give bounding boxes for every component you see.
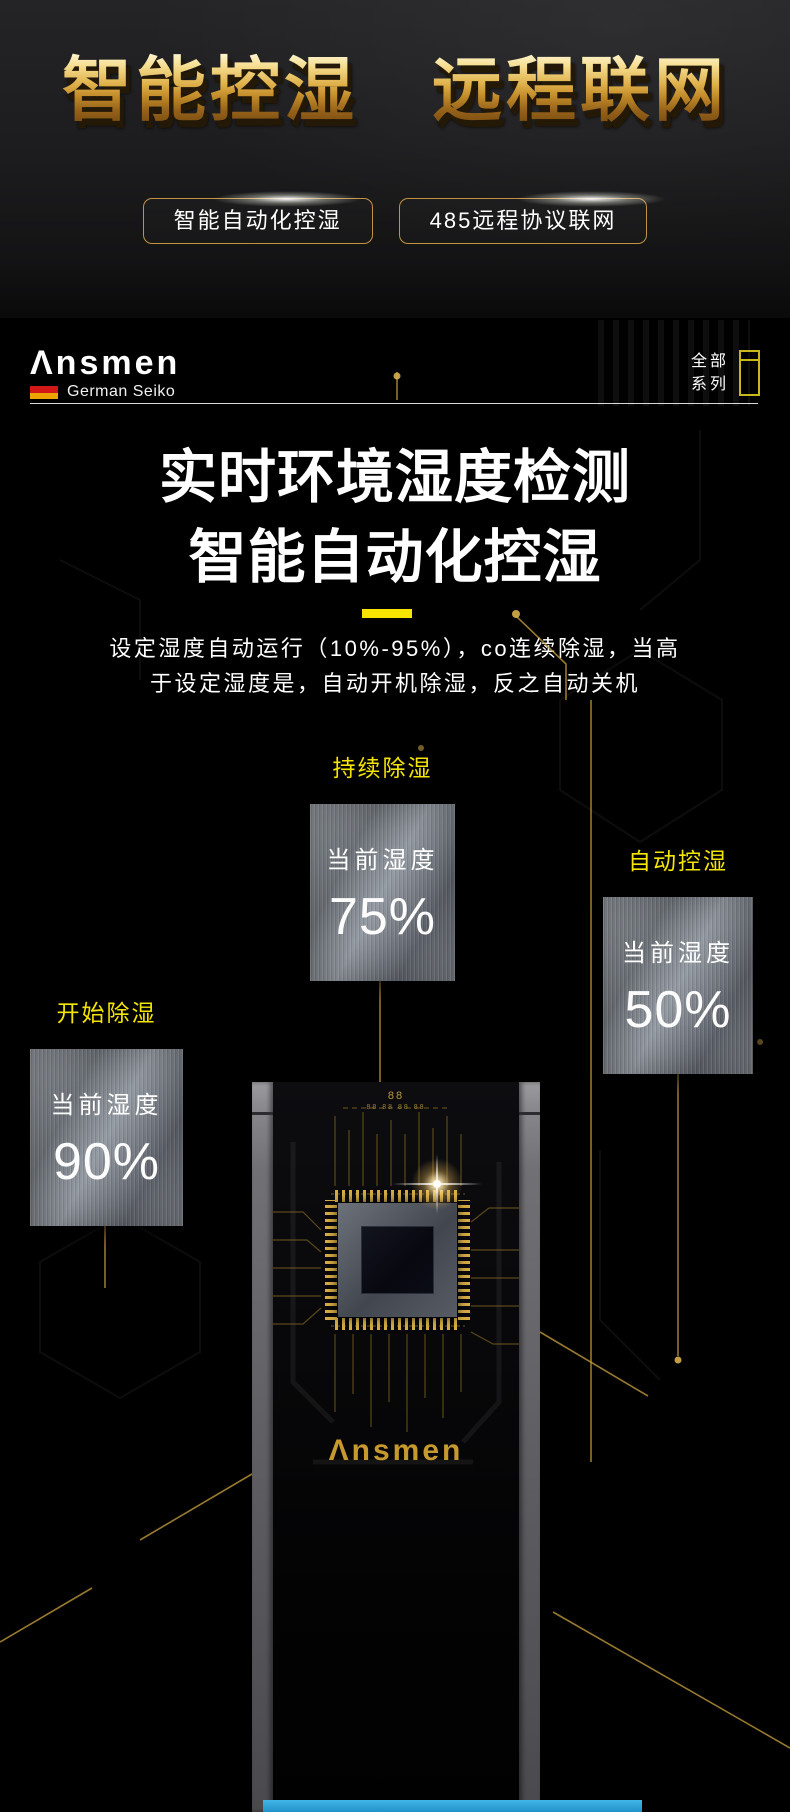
dehumidifier-cabinet-icon [739,350,760,396]
chip-pins [325,1200,337,1320]
cabinet-seam [741,359,758,361]
chip-die [361,1226,434,1294]
description-line-1: 设定湿度自动运行（10%-95%），co连续除湿，当高 [109,636,681,661]
chip-pins [458,1200,470,1320]
humidity-card-auto: 自动控湿 当前湿度 50% [603,842,753,1074]
series-label-bottom: 系列 [690,376,729,393]
humidity-value: 50% [624,981,732,1039]
series-label-top: 全部 [690,353,729,370]
badge-label: 智能自动化控湿 [173,208,342,233]
next-section-edge [263,1800,642,1812]
dehumidifier-device: 88 88 88 88 88 Λnsmen [252,1082,540,1812]
heading-line-1: 实时环境湿度检测 [158,445,631,510]
segment-display-digits: 88 [387,1090,405,1102]
sparkle-core [433,1180,441,1188]
flag-gold-stripe [30,392,58,399]
background-stripe-texture [598,320,750,406]
device-brand-logo: Λnsmen [328,1434,464,1467]
chip-pins [335,1318,460,1330]
metal-plate: 当前湿度 75% [310,804,455,981]
device-right-rail [519,1082,540,1812]
segment-display-icons: 88 88 88 88 [366,1104,426,1111]
brand-tagline: German Seiko [67,383,176,400]
brand-logo: Λnsmen [30,344,181,382]
circuit-node-dots [393,372,763,1364]
device-front-panel: 88 88 88 88 88 Λnsmen [273,1082,519,1812]
current-humidity-label: 当前湿度 [50,1092,163,1119]
device-left-rail [252,1082,273,1812]
humidity-value: 90% [52,1133,161,1191]
yellow-underline [362,609,412,618]
section-description: 设定湿度自动运行（10%-95%），co连续除湿，当高 于设定湿度是，自动开机除… [0,631,790,701]
card-label: 自动控湿 [628,848,728,874]
humidity-value: 75% [328,888,437,946]
german-flag-icon [30,385,58,399]
processor-chip [325,1154,482,1330]
humidity-card-continuous: 持续除湿 当前湿度 75% [310,749,455,981]
all-series-link[interactable]: 全部 系列 [691,350,760,396]
hero-title-shadow: 智能控湿 远程联网 [4,59,790,136]
humidity-card-start: 开始除湿 当前湿度 90% [30,994,183,1226]
section-heading: 实时环境湿度检测 智能自动化控湿 [0,438,790,598]
metal-plate: 当前湿度 90% [30,1049,183,1226]
metal-plate: 当前湿度 50% [603,897,753,1074]
brand-subline: German Seiko [30,383,175,401]
badge-label: 485远程协议联网 [429,208,617,233]
flag-red-stripe [30,385,58,393]
card-label: 持续除湿 [332,755,433,781]
card-label: 开始除湿 [56,1000,157,1026]
current-humidity-label: 当前湿度 [622,940,734,967]
hero-section: 智能控湿 远程联网 智能控湿 远程联网 智能自动化控湿 485远程协议联网 [0,0,790,318]
section-divider [30,403,758,404]
all-series-label: 全部 系列 [691,350,729,396]
chip-frame [338,1203,457,1317]
heading-line-2: 智能自动化控湿 [188,525,602,590]
current-humidity-label: 当前湿度 [326,847,439,874]
hero-title-text: 智能控湿 远程联网 [0,52,790,129]
device-display: 88 88 88 88 88 [273,1090,519,1111]
description-line-2: 于设定湿度是，自动开机除湿，反之自动关机 [149,671,640,696]
